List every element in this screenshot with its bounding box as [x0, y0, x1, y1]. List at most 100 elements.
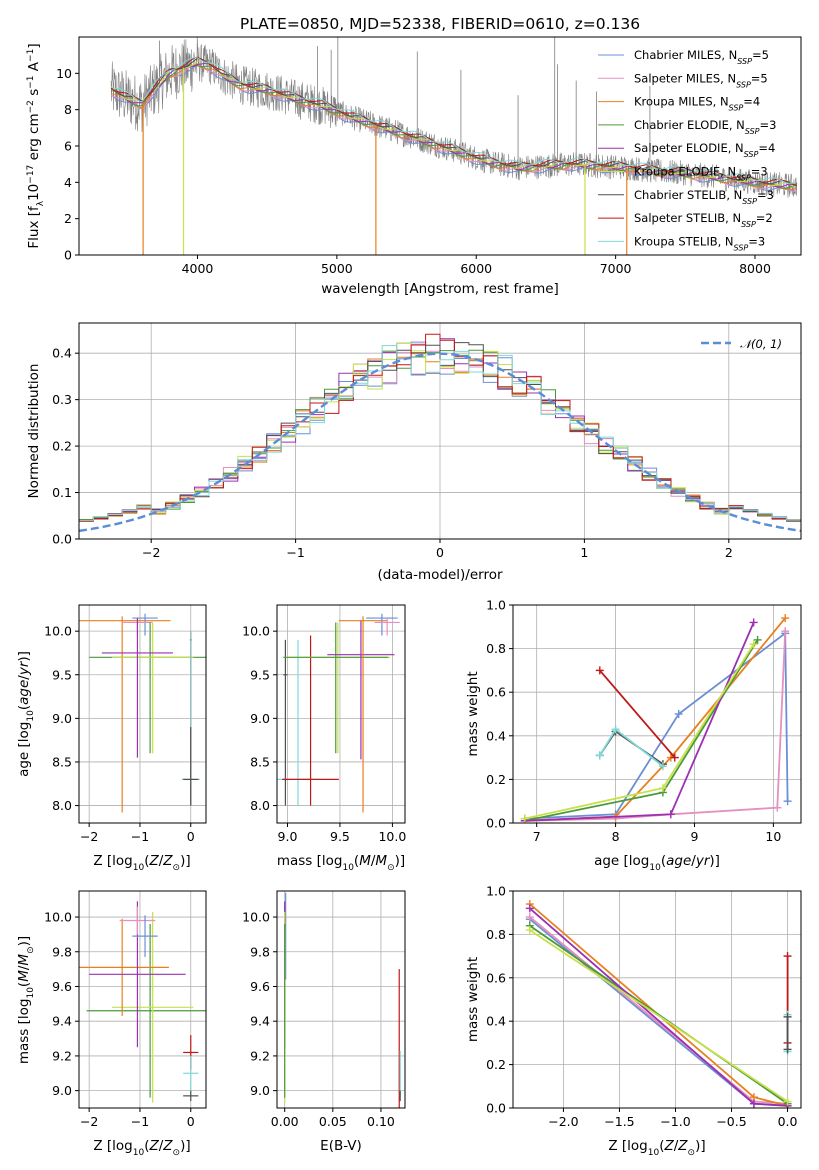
x-tick-label: 7000: [600, 261, 632, 276]
plot-area-residual_histogram: [79, 333, 801, 533]
errorbar-kroupa-stelib: [277, 639, 319, 806]
errorbar-chabrier-elodie: [283, 622, 389, 754]
x-tick-label: 8: [612, 829, 620, 844]
axes-frame: [78, 890, 207, 1109]
errorbar-chabrier-stelib: [183, 727, 199, 806]
errorbar-kroupa-stelib: [183, 1055, 199, 1091]
x-tick-label: 9.0: [278, 829, 298, 844]
overlay-residual_histogram: −2 −1 0 1 2 0.0 0.1 0.2 0.3 0.4 𝒩(0, 1) (data-model…: [26, 322, 802, 583]
point-marker: [749, 640, 758, 649]
overlay-mass_weight_vs_age: 7 8 9 10 0.0 0.2 0.4 0.6 0.8 1.0 age [log10(age/yr…: [465, 598, 802, 873]
x-tick-label: −1: [131, 829, 149, 844]
y-tick-label: 9.0: [250, 711, 270, 726]
point-marker: [611, 725, 620, 734]
y-tick-label: 4: [64, 175, 72, 190]
x-tick-label: 0.10: [367, 1114, 395, 1129]
point-marker: [670, 753, 679, 762]
axes-age_vs_mass: 9.0 9.5 10.0 8.0 8.5 9.0 9.5 10.0 mass [log10(M/…: [242, 604, 406, 873]
x-tick-label: 8000: [739, 261, 771, 276]
errorbar-chabrier-elodie: [89, 622, 206, 754]
figure-title: PLATE=0850, MJD=52338, FIBERID=0610, z=0…: [240, 15, 640, 33]
legend-label: Chabrier STELIB, NSSP=3: [634, 188, 774, 206]
x-axis-label: (data-model)/error: [377, 567, 503, 583]
x-tick-label: −2: [80, 829, 98, 844]
overlay-spectrum: 4000 5000 6000 7000 8000 0 2 4 6 8 10 Chabrier MILE…: [26, 36, 802, 297]
point-marker: [595, 666, 604, 675]
legend-label: Kroupa MILES, NSSP=4: [634, 95, 760, 113]
x-tick-label: 0.00: [271, 1114, 299, 1129]
point-marker: [783, 1012, 792, 1021]
model-kroupa-elodie: [110, 60, 798, 186]
series-kroupa-elodie: [524, 643, 755, 820]
axes-mass_vs_EBV: 0.00 0.05 0.10 9.0 9.2 9.4 9.6 9.8 10.0 E(B-V): [242, 890, 406, 1154]
x-tick-label: 10.0: [378, 829, 406, 844]
y-tick-label: 8.5: [250, 754, 270, 769]
y-tick-label: 0: [64, 248, 72, 263]
errorbar-salpeter-stelib: [282, 635, 339, 806]
overlay-mass_vs_Z: −2 −1 0 9.0 9.2 9.4 9.6 9.8 10.0 Z [log10(Z/Z⊙)] m…: [16, 890, 207, 1158]
overlay-age_vs_mass: 9.0 9.5 10.0 8.0 8.5 9.0 9.5 10.0 mass [log10(M/…: [242, 604, 406, 873]
legend-label: Salpeter STELIB, NSSP=2: [634, 211, 773, 229]
x-axis-label: Z [log10(Z/Z⊙)]: [608, 1138, 705, 1158]
y-tick-label: 0.6: [486, 685, 506, 700]
y-tick-label: 10.0: [44, 624, 72, 639]
point-marker: [783, 1097, 792, 1106]
plot-area-age_vs_mass: [277, 613, 400, 813]
point-marker: [749, 618, 758, 627]
y-tick-label: 10.0: [242, 624, 270, 639]
overlay-mass_vs_EBV: 0.00 0.05 0.10 9.0 9.2 9.4 9.6 9.8 10.0 E(B-V): [242, 890, 406, 1154]
y-tick-label: 1.0: [486, 884, 506, 899]
y-axis-label: Normed distribution: [26, 364, 42, 499]
y-tick-label: 10: [56, 66, 72, 81]
y-tick-label: 8.0: [250, 798, 270, 813]
x-tick-label: −1.0: [660, 1114, 690, 1129]
series-kroupa-elodie: [529, 929, 789, 1103]
plot-area-mass_vs_EBV: [284, 892, 401, 1108]
y-tick-label: 0.8: [486, 641, 506, 656]
x-tick-label: 4000: [182, 261, 214, 276]
axes-spectrum: 4000 5000 6000 7000 8000 0 2 4 6 8 10 Chabrier MILE…: [26, 36, 802, 297]
x-tick-label: 2: [725, 545, 733, 560]
gaussian-curve: [79, 352, 801, 533]
x-tick-label: −2: [142, 545, 160, 560]
point-marker: [525, 926, 534, 935]
y-axis-label: Flux [fλ10−17 erg cm−2 s−1 A−1]: [26, 43, 46, 248]
y-tick-label: 8.5: [52, 754, 72, 769]
x-tick-label: 0: [436, 545, 444, 560]
y-tick-label: 1.0: [486, 598, 506, 613]
y-axis-label: mass [log10(M/M⊙)]: [16, 936, 36, 1064]
legend-label: Chabrier ELODIE, NSSP=3: [634, 118, 776, 136]
y-tick-label: 9.2: [52, 1048, 72, 1063]
legend-label: Kroupa STELIB, NSSP=3: [634, 234, 765, 252]
series-chabrier-miles: [524, 631, 789, 820]
errorbar-chabrier-miles: [366, 613, 398, 636]
y-tick-label: 9.4: [250, 1014, 270, 1029]
errorbar-chabrier-miles: [132, 915, 158, 957]
errorbar-chabrier-elodie: [86, 923, 206, 1098]
y-tick-label: 10.0: [242, 910, 270, 925]
errorbar-salpeter-elodie: [327, 619, 395, 760]
point-marker: [753, 635, 762, 644]
y-tick-label: 6: [64, 139, 72, 154]
point-marker: [525, 904, 534, 913]
overlay-mass_weight_vs_Z: −2.0 −1.5 −1.0 −0.5 0.0 0.0 0.2 0.4 0.6 0.8 1.0 Z […: [465, 884, 802, 1158]
x-axis-label: mass [log10(M/M⊙)]: [277, 853, 405, 873]
point-marker: [783, 952, 792, 961]
x-tick-label: −2.0: [548, 1114, 578, 1129]
series-kroupa-stelib: [599, 727, 664, 768]
x-axis-label: Z [log10(Z/Z⊙)]: [93, 1138, 190, 1158]
x-axis-label: E(B-V): [320, 1138, 362, 1154]
errorbar-kroupa-elodie: [112, 911, 194, 1103]
x-tick-label: 5000: [321, 261, 353, 276]
x-tick-label: 0: [187, 1114, 195, 1129]
x-tick-label: −1.5: [604, 1114, 634, 1129]
point-marker: [773, 803, 782, 812]
y-tick-label: 0.2: [486, 772, 506, 787]
plot-area-age_vs_Z: [79, 613, 206, 813]
y-tick-label: 9.0: [250, 1083, 270, 1098]
x-axis-label: age [log10(age/yr)]: [594, 853, 720, 873]
x-tick-label: −0.5: [716, 1114, 746, 1129]
x-tick-label: 10: [765, 829, 781, 844]
